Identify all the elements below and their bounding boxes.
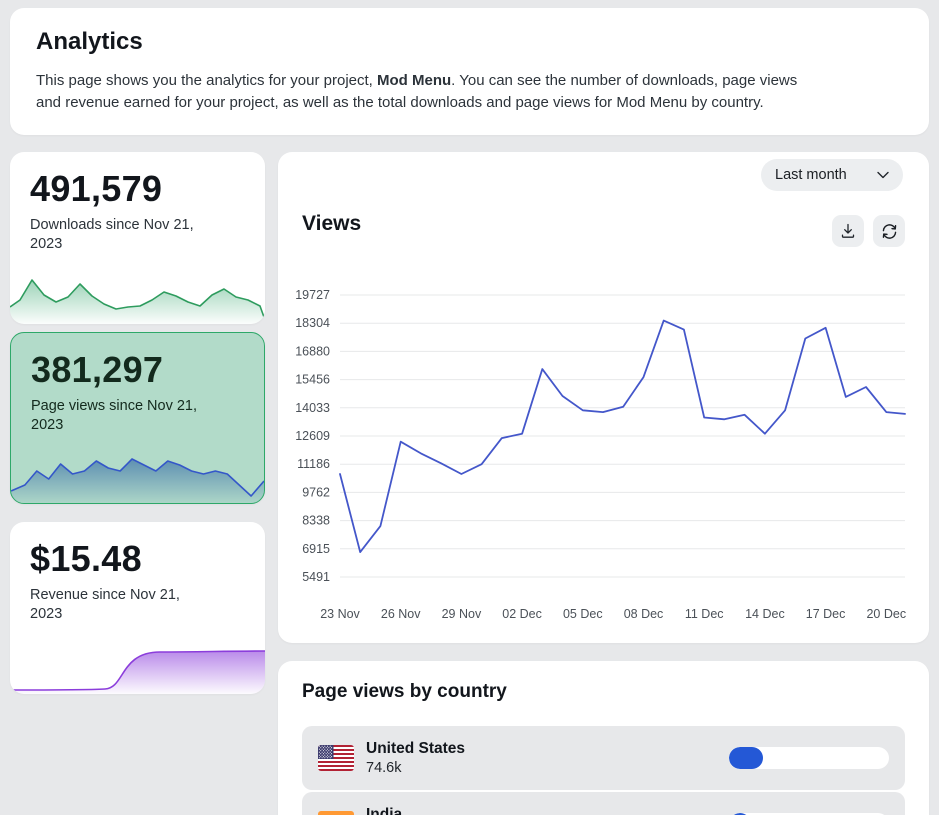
svg-text:19727: 19727: [295, 288, 330, 302]
svg-text:14033: 14033: [295, 401, 330, 415]
svg-text:29 Nov: 29 Nov: [442, 607, 482, 621]
svg-text:6915: 6915: [302, 542, 330, 556]
svg-text:9762: 9762: [302, 485, 330, 499]
svg-text:14 Dec: 14 Dec: [745, 607, 785, 621]
svg-text:12609: 12609: [295, 429, 330, 443]
svg-text:08 Dec: 08 Dec: [624, 607, 664, 621]
svg-text:02 Dec: 02 Dec: [502, 607, 542, 621]
svg-text:15456: 15456: [295, 373, 330, 387]
svg-text:18304: 18304: [295, 316, 330, 330]
svg-text:11 Dec: 11 Dec: [685, 607, 724, 621]
svg-text:26 Nov: 26 Nov: [381, 607, 421, 621]
svg-text:11186: 11186: [297, 457, 330, 471]
svg-text:5491: 5491: [302, 570, 330, 584]
svg-text:05 Dec: 05 Dec: [563, 607, 603, 621]
svg-text:17 Dec: 17 Dec: [806, 607, 846, 621]
svg-text:23 Nov: 23 Nov: [320, 607, 360, 621]
svg-text:20 Dec: 20 Dec: [866, 607, 906, 621]
svg-text:16880: 16880: [295, 344, 330, 358]
svg-text:8338: 8338: [302, 514, 330, 528]
